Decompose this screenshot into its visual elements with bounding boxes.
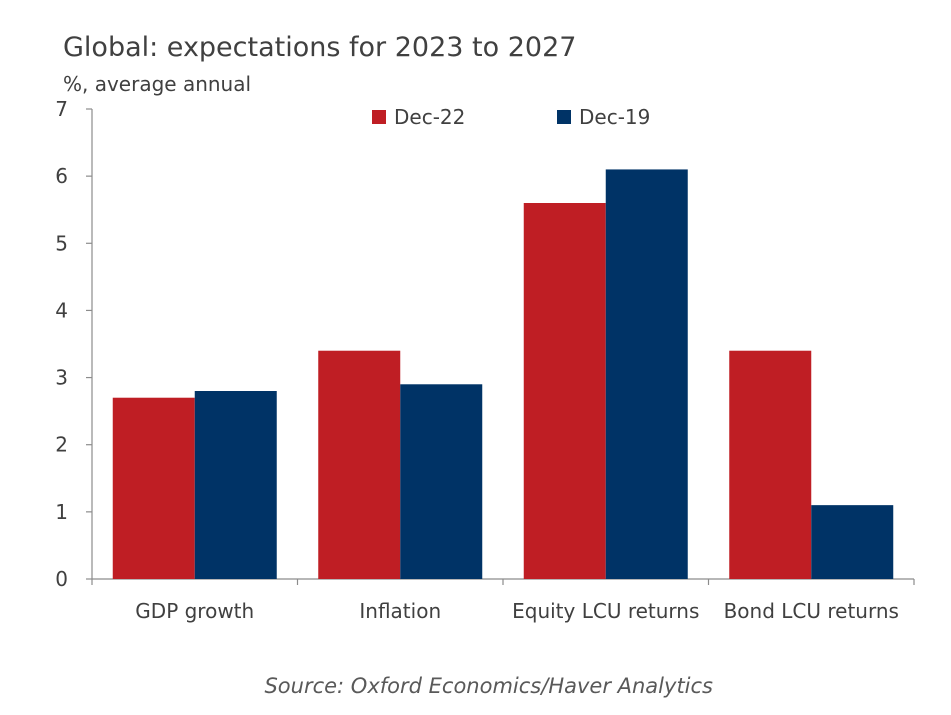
y-tick-label: 1 [55,500,68,524]
legend-label: Dec-19 [579,105,650,129]
y-axis-unit-label: %, average annual [63,72,251,96]
x-axis-ticks: GDP growth Inflation Equity LCU returns Bon… [91,579,915,623]
bar-dec-22-gdp-growth [112,397,195,579]
bar-dec-22-equity-lcu-returns [523,203,606,579]
bar-dec-22-bond-lcu-returns [729,350,812,579]
y-tick-label: 7 [55,97,68,121]
bar-dec-19-bond-lcu-returns [811,505,894,579]
y-tick-label: 4 [55,298,68,322]
x-category-label: Bond LCU returns [724,599,899,623]
bar-dec-22-inflation [318,350,401,579]
x-category-label: GDP growth [135,599,254,623]
y-tick-label: 3 [55,366,68,390]
legend-label: Dec-22 [394,105,465,129]
legend-swatch [372,110,386,124]
bar-dec-19-inflation [400,384,483,579]
legend-swatch [557,110,571,124]
source-note: Source: Oxford Economics/Haver Analytics [264,674,713,698]
x-category-label: Equity LCU returns [512,599,699,623]
chart-title: Global: expectations for 2023 to 2027 [63,32,576,63]
y-tick-label: 2 [55,433,68,457]
bars [112,169,894,579]
y-tick-label: 5 [55,231,68,255]
x-category-label: Inflation [359,599,441,623]
y-tick-label: 6 [55,164,68,188]
bar-dec-19-gdp-growth [194,391,277,579]
y-axis-ticks: 0 1 2 3 4 5 6 7 [55,97,92,591]
y-tick-label: 0 [55,567,68,591]
bar-dec-19-equity-lcu-returns [605,169,688,579]
legend: Dec-22 Dec-19 [372,105,650,129]
